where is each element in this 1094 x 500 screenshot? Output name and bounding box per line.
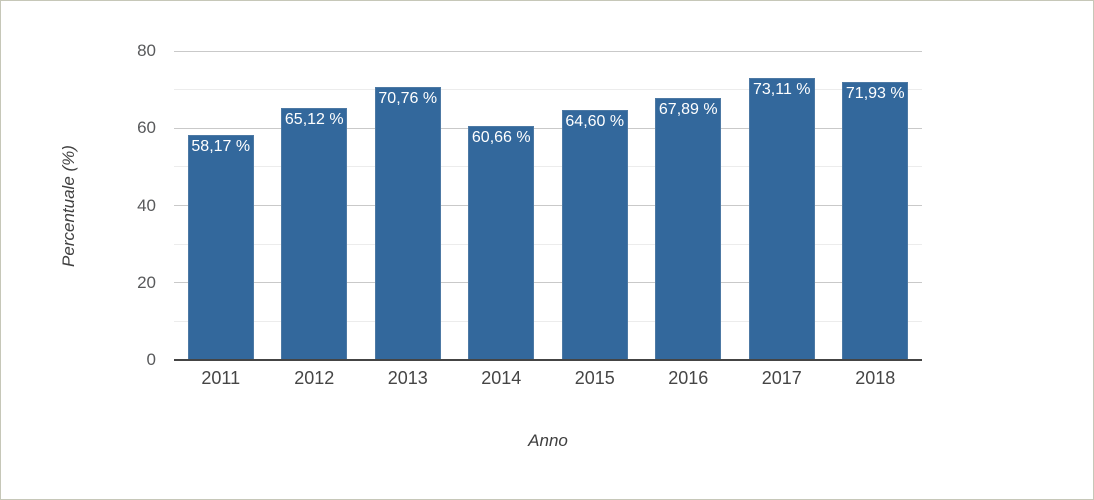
x-axis-title: Anno: [528, 431, 568, 450]
bar-2016: 67,89 %: [655, 97, 722, 360]
x-tick-label-2016: 2016: [668, 368, 709, 388]
bar-2018: 71,93 %: [842, 82, 909, 360]
bar-2011: 58,17 %: [187, 135, 254, 360]
y-tick-label-80: 80: [137, 41, 156, 60]
major-gridline: [174, 50, 922, 52]
bar-value-label-2014: 60,66 %: [471, 128, 531, 146]
bar-2017: 73,11 %: [748, 77, 815, 360]
minor-gridline: [174, 243, 922, 245]
y-tick-label-40: 40: [137, 195, 156, 215]
x-tick-label-2012: 2012: [294, 368, 335, 388]
major-gridline: [174, 282, 922, 284]
bar-value-label-2017: 73,11 %: [752, 80, 811, 98]
bar-value-label-2018: 71,93 %: [845, 85, 905, 103]
x-axis-line: [174, 359, 922, 361]
bar-value-label-2011: 58,17 %: [191, 138, 251, 156]
bar-value-label-2012: 65,12 %: [284, 111, 344, 129]
major-gridline: [174, 205, 922, 206]
bar-2015: 64,60 %: [561, 110, 628, 360]
x-tick-label-2018: 2018: [855, 368, 896, 388]
y-tick-label-20: 20: [137, 272, 156, 292]
x-tick-label-2015: 2015: [574, 368, 615, 388]
bar-value-label-2015: 64,60 %: [565, 113, 625, 131]
minor-gridline: [174, 89, 922, 91]
y-tick-label-0: 0: [146, 350, 156, 369]
minor-gridline: [174, 166, 922, 168]
x-tick-label-2013: 2013: [387, 368, 428, 388]
x-tick-label-2014: 2014: [481, 368, 522, 388]
bar-2012: 65,12 %: [281, 108, 348, 360]
bar-2014: 60,66 %: [468, 125, 535, 360]
x-tick-label-2011: 2011: [201, 368, 241, 388]
bar-2013: 70,76 %: [374, 86, 441, 360]
major-gridline: [174, 127, 922, 129]
bar-value-label-2016: 67,89 %: [658, 100, 718, 118]
x-tick-label-2017: 2017: [761, 368, 802, 388]
y-axis-title: Percentuale (%): [59, 144, 78, 267]
minor-gridline: [174, 320, 922, 322]
y-tick-label-60: 60: [137, 118, 156, 138]
bar-value-label-2013: 70,76 %: [378, 89, 438, 107]
